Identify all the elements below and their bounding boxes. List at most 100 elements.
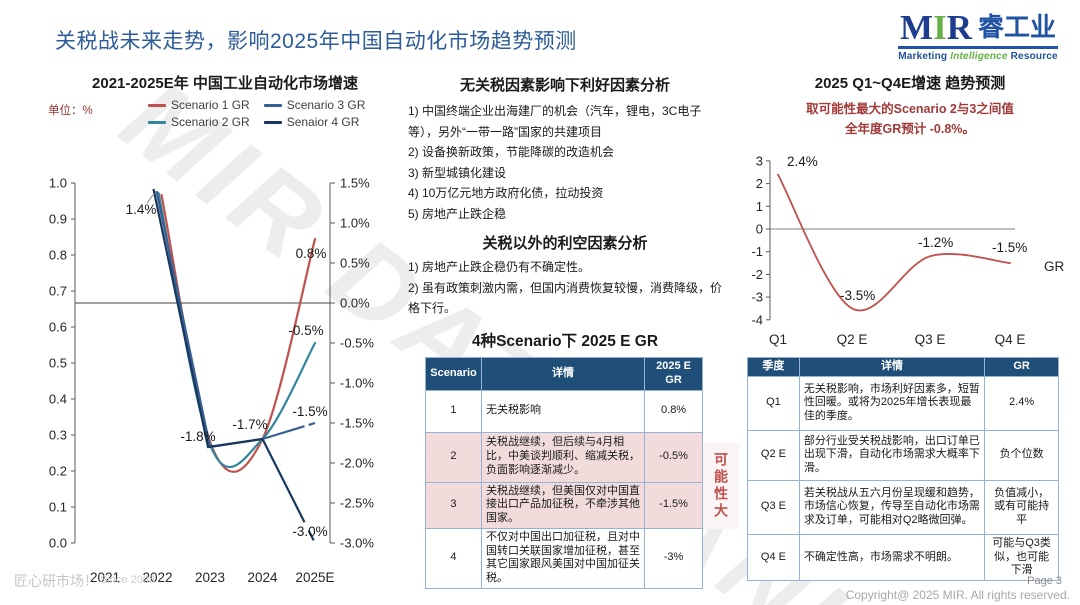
legend-line-swatch bbox=[148, 120, 166, 124]
svg-text:-4: -4 bbox=[751, 312, 763, 327]
svg-text:GR: GR bbox=[1044, 259, 1065, 274]
svg-text:-1: -1 bbox=[751, 244, 763, 259]
table-header-row: Scenario 详情 2025 E GR bbox=[425, 357, 703, 391]
logo-letter-r: R bbox=[946, 8, 972, 47]
table-header-row: 季度 详情 GR bbox=[747, 357, 1059, 377]
table-row: 2 关税战继续，但后续与4月相比，中美谈判顺利、缩减关税，负面影响逐渐减少。 -… bbox=[425, 431, 703, 483]
svg-text:3: 3 bbox=[756, 153, 763, 168]
table-row: Q1 无关税影响，市场利好因素多，短暂性回暖。或将为2025年增长表现最佳的季度… bbox=[747, 375, 1059, 431]
col-header-gr: 2025 E GR bbox=[644, 357, 703, 391]
legend-item: Scenario 2 GR bbox=[148, 115, 250, 129]
list-item: 2) 虽有政策刺激内需，但国内消费恢复较慢，消费降级，价格下行。 bbox=[408, 280, 723, 316]
section1-list: 1) 中国终端企业出海建厂的机会（汽车，锂电，3C电子等），另外“一带一路”国家… bbox=[408, 101, 730, 224]
section1-title: 无关税因素影响下利好因素分析 bbox=[459, 77, 670, 94]
mir-logo-wordmark: MIR 睿工业 bbox=[898, 10, 1058, 49]
footer-slogan: 匠心研市场！ bbox=[14, 573, 98, 589]
right-subtitle-2: 全年度GR预计 -0.8%。 bbox=[845, 122, 975, 136]
svg-text:-1.5%: -1.5% bbox=[292, 404, 327, 419]
svg-text:-3.5%: -3.5% bbox=[840, 288, 875, 303]
svg-text:2022: 2022 bbox=[142, 570, 172, 585]
legend-label: Senaior 4 GR bbox=[286, 115, 360, 129]
right-chart-title: 2025 Q1~Q4E增速 趋势预测 bbox=[814, 75, 1006, 92]
svg-text:0.4: 0.4 bbox=[49, 392, 67, 407]
logo-letter-i: I bbox=[933, 8, 947, 47]
list-item: 4) 10万亿元地方政府化债，拉动投资 bbox=[408, 186, 604, 200]
svg-text:0.7: 0.7 bbox=[49, 284, 67, 299]
svg-text:Q3 E: Q3 E bbox=[915, 332, 946, 347]
svg-text:-1.0%: -1.0% bbox=[340, 376, 374, 391]
legend-line-swatch bbox=[263, 120, 282, 124]
svg-text:0.0%: 0.0% bbox=[340, 296, 370, 311]
table-row: 3 关税战继续，但美国仅对中国直接出口产品加征税，不牵涉其他国家。 -1.5% bbox=[425, 481, 703, 529]
svg-text:-3.0%: -3.0% bbox=[292, 524, 327, 539]
svg-text:0.1: 0.1 bbox=[49, 500, 67, 515]
svg-text:1.4%: 1.4% bbox=[126, 202, 157, 217]
quarterly-trend-chart: 3 2 1 0 -1 -2 -3 -4 Q1 Q2 E Q3 E Q4 E 2.4% -3.5% -1.2%… bbox=[751, 153, 1065, 347]
svg-text:Q4 E: Q4 E bbox=[995, 332, 1026, 347]
legend-item: Senaior 4 GR bbox=[263, 115, 366, 129]
svg-text:0.2: 0.2 bbox=[49, 464, 67, 479]
svg-text:-0.5%: -0.5% bbox=[340, 336, 374, 351]
svg-text:2.4%: 2.4% bbox=[787, 154, 818, 169]
logo-letter-m: M bbox=[900, 8, 934, 47]
svg-text:2: 2 bbox=[756, 176, 763, 191]
svg-text:-1.5%: -1.5% bbox=[992, 240, 1027, 255]
svg-text:0.8: 0.8 bbox=[49, 248, 67, 263]
svg-text:1.0: 1.0 bbox=[49, 176, 67, 191]
col-header-quarter: 季度 bbox=[747, 357, 800, 377]
table-row: Q4 E 不确定性高，市场需求不明朗。 可能与Q3类似，也可能下滑 bbox=[747, 533, 1059, 582]
section2-list: 1) 房地产止跌企稳仍有不确定性。 2) 虽有政策刺激内需，但国内消费恢复较慢，… bbox=[408, 257, 730, 319]
svg-text:-2: -2 bbox=[751, 267, 763, 282]
list-item: 1) 房地产止跌企稳仍有不确定性。 bbox=[408, 260, 591, 274]
legend-label: Scenario 3 GR bbox=[286, 98, 366, 112]
legend-line-swatch bbox=[263, 103, 282, 107]
list-item: 5) 房地产止跌企稳 bbox=[408, 206, 507, 221]
svg-text:-1.2%: -1.2% bbox=[918, 235, 953, 250]
svg-text:2021: 2021 bbox=[90, 570, 120, 585]
left-chart-legend: Scenario 1 GR Scenario 3 GR Scenario 2 G… bbox=[148, 98, 365, 129]
svg-text:2023: 2023 bbox=[195, 570, 225, 585]
section2-title: 关税以外的利空因素分析 bbox=[482, 235, 648, 252]
col-header-detail: 详情 bbox=[480, 357, 646, 391]
quarter-table: 季度 详情 GR Q1 无关税影响，市场利好因素多，短暂性回暖。或将为2025年… bbox=[747, 357, 1059, 582]
table-row: 1 无关税影响 0.8% bbox=[425, 389, 703, 433]
svg-text:0.5: 0.5 bbox=[49, 356, 67, 371]
logo-tagline: Marketing Intelligence Resource bbox=[898, 51, 1058, 62]
right-subtitle-1: 取可能性最大的Scenario 2与3之间值 bbox=[806, 102, 1014, 116]
svg-text:1.0%: 1.0% bbox=[340, 216, 370, 231]
legend-label: Scenario 1 GR bbox=[171, 98, 250, 112]
legend-line-swatch bbox=[148, 103, 166, 107]
svg-text:-3: -3 bbox=[751, 290, 763, 305]
scenario-table: Scenario 详情 2025 E GR 1 无关税影响 0.8% 2 关税战… bbox=[425, 357, 703, 589]
svg-text:1: 1 bbox=[756, 199, 763, 214]
table-row: Q3 E 若关税战从五六月份呈现缓和趋势，市场信心恢复，传导至自动化市场需求及订… bbox=[747, 479, 1059, 535]
logo-chinese-name: 睿工业 bbox=[977, 12, 1056, 42]
svg-text:Q2 E: Q2 E bbox=[837, 332, 868, 347]
unit-label: 单位：% bbox=[48, 105, 93, 117]
svg-text:-3.0%: -3.0% bbox=[340, 536, 374, 551]
col-header-detail: 详情 bbox=[798, 357, 986, 377]
table-row: Q2 E 部分行业受关税战影响，出口订单已出现下滑，自动化市场需求大概率下滑。 … bbox=[747, 429, 1059, 481]
svg-text:-1.7%: -1.7% bbox=[232, 417, 267, 432]
left-line-chart: 0.0 0.1 0.2 0.3 0.4 0.5 0.6 0.7 0.8 0.9 1.0 1.5% 1.0… bbox=[49, 176, 374, 586]
copyright: Copyright@ 2025 MIR. All rights reserved… bbox=[845, 588, 1070, 602]
svg-text:-1.8%: -1.8% bbox=[180, 429, 215, 444]
legend-item: Scenario 1 GR bbox=[148, 98, 250, 112]
legend-item: Scenario 3 GR bbox=[263, 98, 366, 112]
svg-text:-2.5%: -2.5% bbox=[340, 496, 374, 511]
legend-label: Scenario 2 GR bbox=[171, 115, 250, 129]
svg-text:0.8%: 0.8% bbox=[296, 246, 327, 261]
svg-text:0.5%: 0.5% bbox=[340, 256, 370, 271]
mir-logo: MIR 睿工业 Marketing Intelligence Resource bbox=[898, 10, 1058, 62]
table-row: 4 不仅对中国出口加征税，且对中国转口关联国家增加征税，甚至其它国家跟风美国对中… bbox=[425, 527, 703, 589]
svg-text:2024: 2024 bbox=[247, 570, 278, 585]
svg-text:2025E: 2025E bbox=[295, 570, 334, 585]
svg-text:-1.5%: -1.5% bbox=[340, 416, 374, 431]
list-item: 1) 中国终端企业出海建厂的机会（汽车，锂电，3C电子等），另外“一带一路”国家… bbox=[408, 104, 702, 139]
list-item: 2) 设备换新政策，节能降碳的改造机会 bbox=[408, 145, 615, 159]
col-header-gr: GR bbox=[984, 357, 1059, 377]
footer-since: Since 2008. bbox=[100, 574, 159, 586]
svg-text:0.0: 0.0 bbox=[49, 536, 67, 551]
svg-text:-2.0%: -2.0% bbox=[340, 456, 374, 471]
